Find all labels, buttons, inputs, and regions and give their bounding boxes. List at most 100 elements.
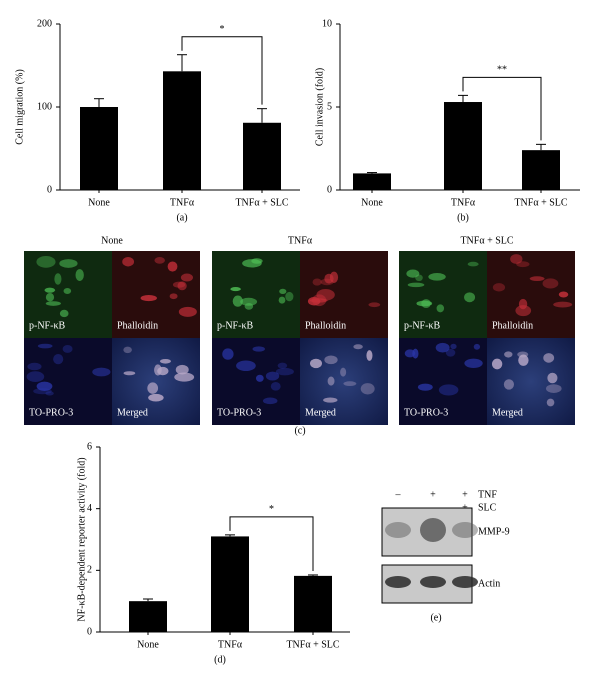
panel-title: TNFα + SLC xyxy=(460,235,513,246)
x-tick-label: TNFα xyxy=(451,197,476,208)
micrograph xyxy=(24,338,112,425)
cell xyxy=(340,367,347,377)
cell xyxy=(270,382,281,391)
cell xyxy=(329,271,339,283)
cell xyxy=(546,398,555,407)
cell xyxy=(175,364,189,375)
cell xyxy=(178,306,197,317)
row-label: TNF xyxy=(478,489,497,500)
cell xyxy=(154,256,165,264)
cell xyxy=(265,371,280,381)
channel-label: Merged xyxy=(117,407,148,418)
cell xyxy=(558,291,569,298)
x-tick-label: None xyxy=(88,197,110,208)
cell xyxy=(26,371,45,382)
cell xyxy=(147,382,159,394)
cell xyxy=(123,371,136,376)
cell xyxy=(438,384,459,396)
cell xyxy=(44,287,56,293)
cell xyxy=(547,372,558,384)
x-tick-label: TNFα + SLC xyxy=(235,197,288,208)
cell xyxy=(123,346,132,354)
x-tick-label: TNFα + SLC xyxy=(514,197,567,208)
y-tick-label: 100 xyxy=(37,101,52,112)
cell xyxy=(492,283,506,292)
y-tick-label: 2 xyxy=(87,565,92,576)
treatment-sign: + xyxy=(462,489,468,500)
cell xyxy=(45,293,55,302)
bar xyxy=(353,173,391,190)
cell xyxy=(445,348,456,357)
cell xyxy=(172,281,186,288)
cell xyxy=(353,344,363,350)
channel-label: TO-PRO-3 xyxy=(29,407,73,418)
cell xyxy=(309,358,323,369)
panel-label: (d) xyxy=(214,654,226,665)
cell xyxy=(252,346,265,352)
bar xyxy=(444,102,482,190)
panel-label: (c) xyxy=(294,425,305,436)
cell xyxy=(262,397,278,405)
cell xyxy=(240,297,258,306)
y-axis-label: Cell invasion (fold) xyxy=(314,68,325,146)
cell xyxy=(324,355,338,365)
cell xyxy=(148,393,164,402)
micrograph xyxy=(487,338,575,425)
bar xyxy=(243,122,281,190)
cell xyxy=(140,295,157,302)
band-label: MMP-9 xyxy=(478,526,510,537)
cell xyxy=(406,269,420,278)
cell xyxy=(45,391,54,396)
y-axis-label: Cell migration (%) xyxy=(14,69,25,145)
cell xyxy=(177,281,187,291)
cell xyxy=(167,261,178,272)
channel-label: p-NF-κB xyxy=(404,320,440,331)
x-tick-label: None xyxy=(137,639,159,650)
cell xyxy=(62,345,73,353)
blot-band xyxy=(385,522,411,538)
channel-label: Phalloidin xyxy=(305,320,346,331)
cell xyxy=(27,362,42,371)
significance-label: * xyxy=(220,24,225,35)
channel-label: TO-PRO-3 xyxy=(217,407,261,418)
cell xyxy=(529,276,545,282)
cell xyxy=(473,343,481,350)
y-tick-label: 4 xyxy=(87,503,92,514)
y-tick-label: 5 xyxy=(327,101,332,112)
cell xyxy=(277,362,288,369)
panel-label: (e) xyxy=(430,612,441,623)
cell xyxy=(323,397,338,403)
cell xyxy=(404,349,416,358)
cell xyxy=(180,273,194,282)
cell xyxy=(553,301,573,308)
panel-title: TNFα xyxy=(288,235,313,246)
significance-label: * xyxy=(269,504,274,515)
cell xyxy=(285,291,294,302)
y-tick-label: 0 xyxy=(327,184,332,195)
band-label: Actin xyxy=(478,578,500,589)
channel-label: p-NF-κB xyxy=(217,320,253,331)
cell xyxy=(543,353,555,363)
y-tick-label: 0 xyxy=(47,184,52,195)
bar xyxy=(522,150,560,190)
cell xyxy=(311,294,327,307)
cell xyxy=(428,272,446,281)
cell xyxy=(435,342,450,353)
cell xyxy=(545,384,562,393)
micrograph xyxy=(300,338,388,425)
cell xyxy=(169,293,178,300)
blot-band xyxy=(420,518,446,542)
significance-bracket xyxy=(462,76,542,141)
cell xyxy=(232,295,243,307)
cell xyxy=(37,343,53,349)
cell xyxy=(54,273,62,285)
cell xyxy=(222,348,234,360)
cell xyxy=(503,379,514,390)
significance-bracket xyxy=(229,516,314,571)
cell xyxy=(467,261,479,267)
blot-band xyxy=(420,576,446,588)
cell xyxy=(343,381,357,387)
cell xyxy=(236,360,256,372)
channel-label: p-NF-κB xyxy=(29,320,65,331)
